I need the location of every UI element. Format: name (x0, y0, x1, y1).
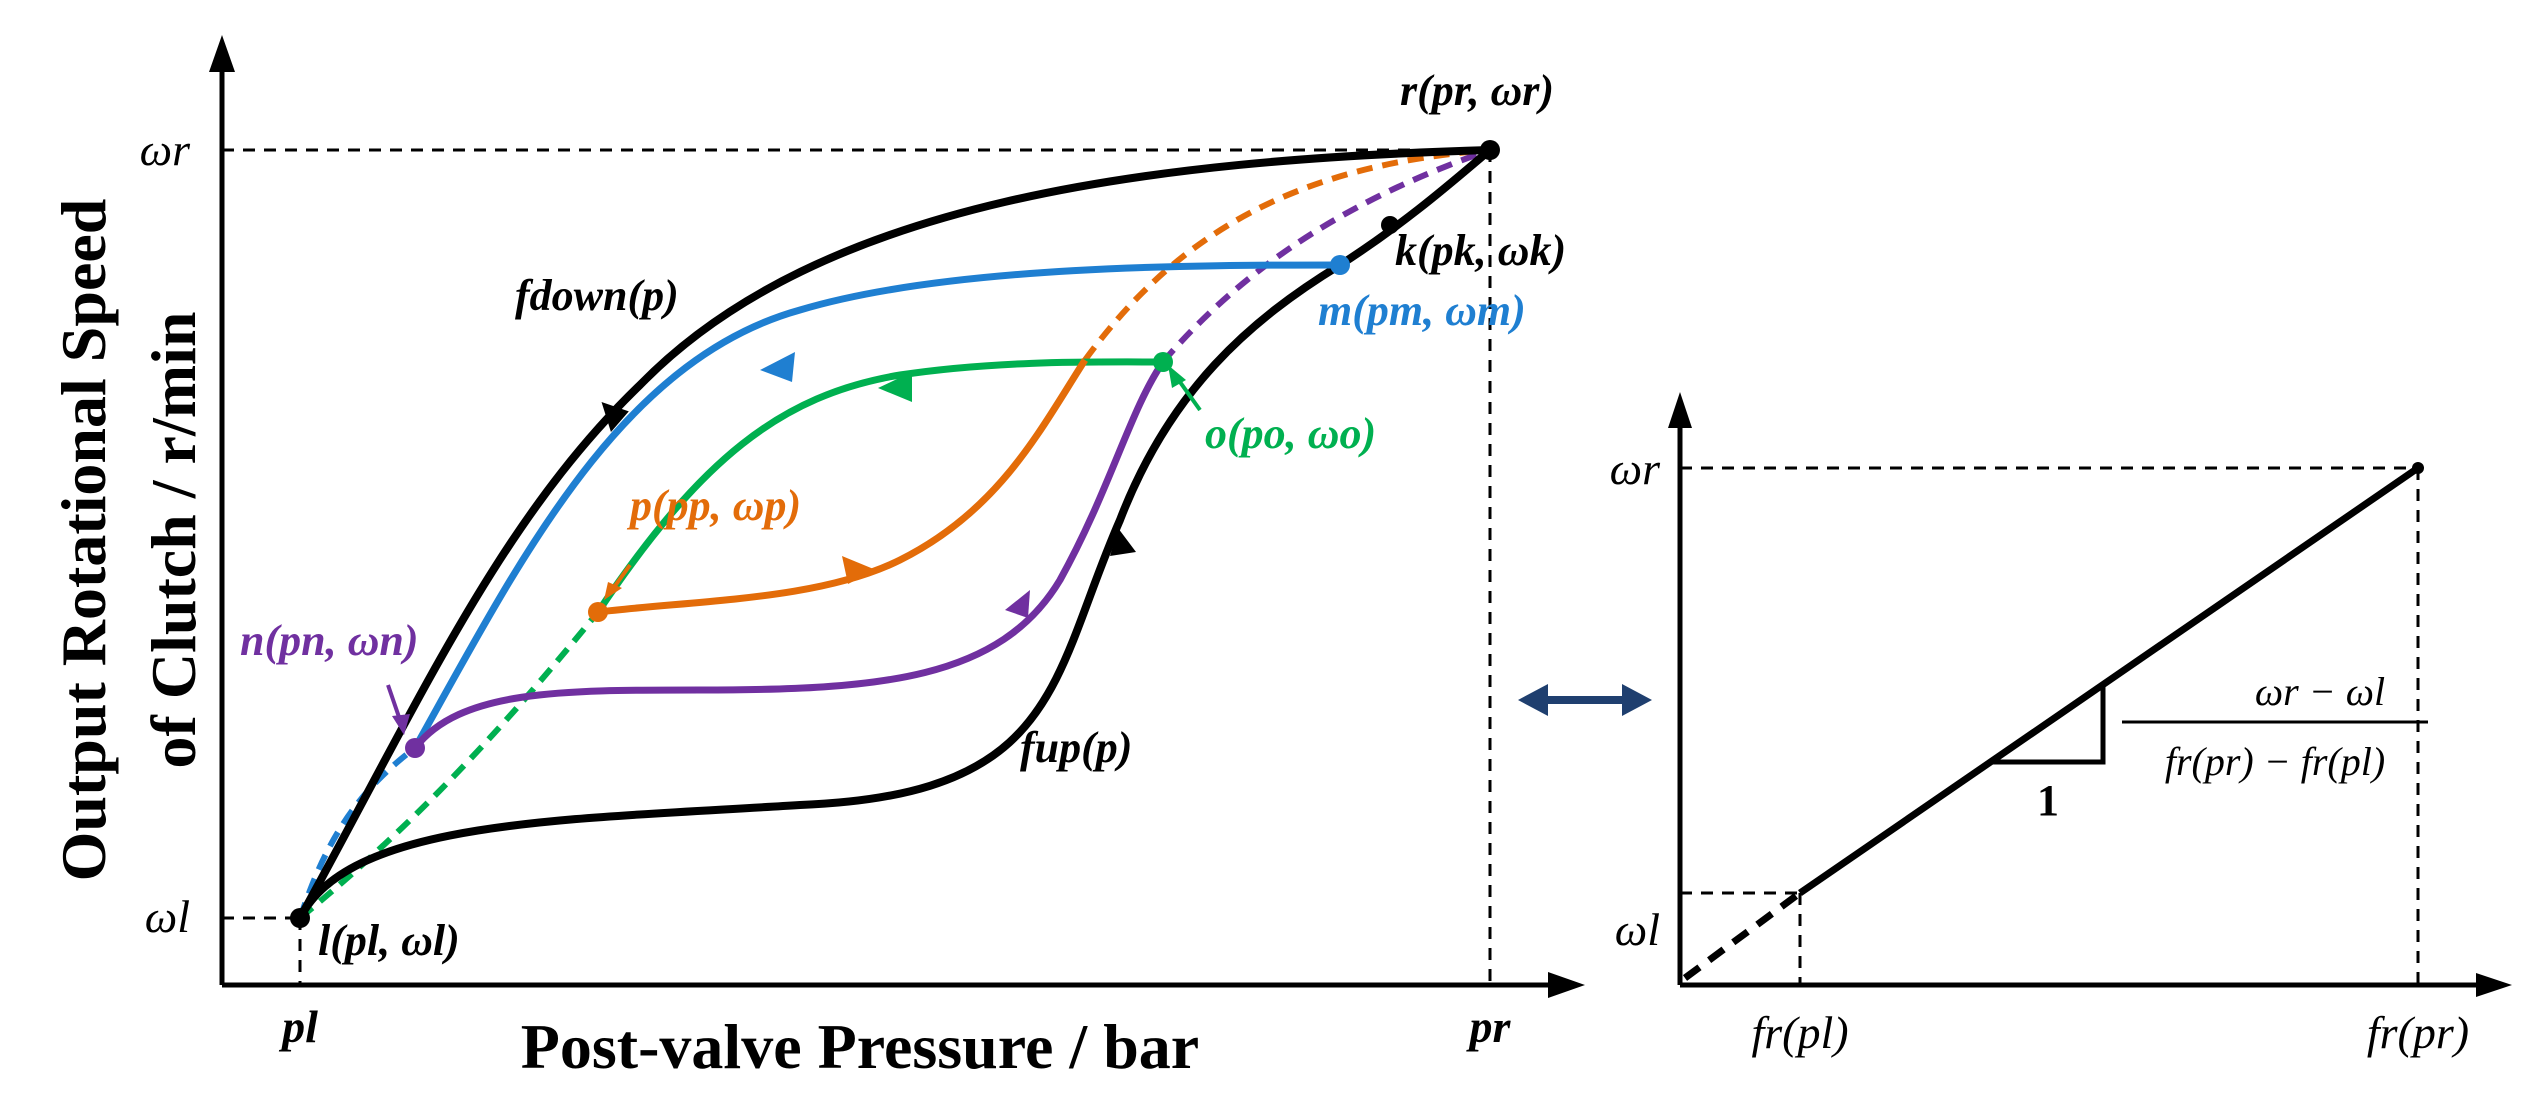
n-pointer-head (392, 714, 410, 735)
right-linear-map (1798, 465, 2420, 896)
right-dashed-extension (1682, 890, 1803, 981)
purple-dashed-continuation (1160, 147, 1491, 364)
right-ytick-omega-l: ωl (1615, 904, 1660, 955)
label-m: m(pm, ωm) (1318, 286, 1526, 335)
purple-arrow (1005, 590, 1030, 618)
left-xlabel: Post-valve Pressure / bar (521, 1011, 1199, 1082)
left-xtick-p-l: pl (278, 1001, 318, 1052)
left-ytick-omega-r: ωr (140, 124, 191, 175)
double-arrow-connector (1518, 684, 1652, 716)
left-chart: Output Rotational Speed of Clutch / r/mi… (48, 35, 1585, 1082)
point-p (588, 602, 608, 622)
f-down-label: fdown(p) (515, 271, 679, 320)
point-n (405, 738, 425, 758)
f-up-label: fup(p) (1020, 723, 1132, 772)
label-l: l(pl, ωl) (318, 916, 460, 965)
right-xtick-fpl: fr(pl) (1751, 1007, 1848, 1058)
left-ylabel-line1: Output Rotational Speed (48, 199, 119, 882)
o-pointer-head (1168, 365, 1186, 388)
p-pointer-head (604, 582, 622, 600)
right-end-point (2412, 462, 2424, 474)
slope-run-label: 1 (2037, 776, 2059, 825)
point-m (1330, 255, 1350, 275)
left-x-axis-arrowhead (1548, 972, 1585, 998)
slope-denominator: fr(pr) − fr(pl) (2165, 739, 2385, 784)
point-r (1480, 140, 1500, 160)
f-up-arrow (1110, 528, 1136, 556)
orange-curve (597, 358, 1088, 616)
label-n: n(pn, ωn) (240, 616, 419, 665)
n-pointer (386, 684, 402, 721)
label-k: k(pk, ωk) (1395, 226, 1566, 275)
orange-dashed-continuation (1082, 147, 1491, 362)
left-y-axis-arrowhead (209, 35, 235, 72)
point-o (1153, 352, 1173, 372)
left-ylabel-line2: of Clutch / r/min (138, 312, 209, 769)
left-xtick-p-r: pr (1466, 1001, 1512, 1052)
point-l (290, 908, 310, 928)
label-r: r(pr, ωr) (1400, 66, 1554, 115)
green-dashed-continuation (298, 610, 601, 921)
right-ytick-omega-r: ωr (1610, 443, 1661, 494)
slope-numerator: ωr − ωl (2255, 669, 2385, 714)
f-down-curve (296, 146, 1491, 920)
right-chart: 1 ωr − ωl fr(pr) − fr(pl) ωr ωl fr(pl) f… (1610, 392, 2512, 1058)
green-arrow (878, 372, 912, 402)
point-k (1381, 216, 1399, 234)
label-o: o(po, ωo) (1205, 409, 1376, 458)
purple-curve (412, 360, 1166, 751)
right-x-axis-arrowhead (2476, 973, 2512, 997)
blue-arrow (760, 352, 795, 382)
orange-arrow (842, 556, 876, 584)
f-down-arrow (601, 402, 629, 432)
right-y-axis-arrowhead (1668, 392, 1692, 428)
left-ytick-omega-l: ωl (145, 891, 190, 942)
label-p: p(pp, ωp) (626, 481, 801, 530)
right-xtick-fpr: fr(pr) (2367, 1007, 2469, 1058)
blue-curve (411, 261, 1341, 750)
slope-triangle (1990, 685, 2106, 765)
